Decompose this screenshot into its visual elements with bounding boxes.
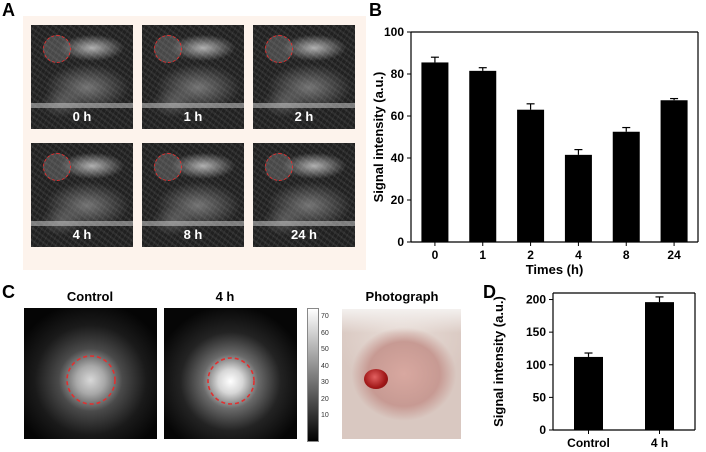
y-tick-label: 80 — [391, 67, 405, 81]
mri-tile: 24 h — [253, 143, 355, 247]
mri-bone — [142, 103, 244, 108]
mri-tile: 0 h — [31, 25, 133, 129]
y-tick-label: 200 — [526, 293, 546, 307]
x-tick-label: Control — [567, 436, 610, 450]
y-tick-label: 150 — [526, 325, 546, 339]
photograph-title: Photograph — [365, 289, 439, 304]
mri-tile: 2 h — [253, 25, 355, 129]
tumor-roi — [154, 35, 182, 63]
chart-d: 0 50 100 150 200 Control 4 h Signal intensity (… — [491, 292, 696, 450]
x-tick-label: 8 — [623, 248, 630, 262]
x-tick-label: 4 — [575, 248, 582, 262]
mri-tile: 1 h — [142, 25, 244, 129]
panel-letter-c: C — [2, 282, 15, 302]
tumor-lump — [364, 369, 388, 389]
mri-bone — [31, 103, 133, 108]
panel-letter-b: B — [369, 0, 382, 20]
t4-fluorescence-image — [164, 308, 297, 439]
tumor-roi — [43, 153, 71, 181]
mri-time-label: 8 h — [183, 227, 203, 242]
y-tick-label: 100 — [526, 358, 546, 372]
y-axis-label: Signal intensity (a.u.) — [491, 296, 506, 427]
y-tick-label: 100 — [384, 25, 404, 39]
bar — [469, 70, 497, 242]
mri-tile: 4 h — [31, 143, 133, 247]
y-axis-label: Signal intensity (a.u.) — [371, 72, 386, 203]
y-tick-label: 0 — [539, 423, 546, 437]
control-fluorescence-image — [24, 308, 157, 439]
mri-time-label: 4 h — [72, 227, 92, 242]
roi-circle — [66, 355, 116, 405]
colorbar-tick-label: 60 — [321, 329, 329, 337]
bar — [612, 131, 640, 242]
x-axis-label: Times (h) — [526, 262, 584, 277]
colorbar-tick-label: 10 — [321, 412, 329, 419]
fur-region — [342, 309, 461, 333]
tumor-roi — [43, 35, 71, 63]
x-tick-label: 2 — [527, 248, 534, 262]
colorbar-tick-label: 50 — [321, 346, 329, 353]
mri-time-label: 0 h — [72, 109, 92, 124]
x-tick-label: 4 h — [651, 436, 668, 450]
mri-time-label: 1 h — [183, 109, 203, 124]
tumor-roi — [265, 35, 293, 63]
mri-time-label: 24 h — [290, 227, 317, 242]
t4-image-title: 4 h — [215, 289, 235, 304]
x-tick-label: 1 — [479, 248, 486, 262]
bar — [421, 62, 449, 243]
colorbar-tick-label: 20 — [321, 395, 329, 403]
mri-bone — [142, 221, 244, 226]
mri-tile: 8 h — [142, 143, 244, 247]
x-tick-label: 24 — [667, 248, 681, 262]
y-tick-label: 60 — [391, 109, 405, 123]
panel-letter-a: A — [2, 0, 15, 20]
y-tick-label: 40 — [391, 151, 405, 165]
mri-bone — [253, 103, 355, 108]
x-tick-label: 0 — [432, 248, 439, 262]
panel-letter-d: D — [483, 282, 496, 302]
colorbar-tick-label: 40 — [321, 362, 329, 370]
mri-texture — [253, 143, 355, 247]
tumor-roi — [154, 153, 182, 181]
roi-circle — [207, 357, 255, 405]
bar — [574, 356, 603, 430]
mri-time-label: 2 h — [294, 109, 314, 124]
control-image-title: Control — [66, 289, 114, 304]
mouse-photograph — [342, 309, 461, 439]
bar — [517, 109, 545, 242]
tumor-roi — [265, 153, 293, 181]
bar — [645, 302, 674, 430]
colorbar-tick-label: 30 — [321, 379, 329, 386]
colorbar — [307, 308, 319, 442]
y-tick-label: 0 — [397, 235, 404, 249]
bar — [660, 100, 688, 242]
mri-bone — [31, 221, 133, 226]
colorbar-tick-label: 70 — [321, 313, 329, 320]
y-tick-label: 50 — [533, 390, 547, 404]
bar — [564, 154, 592, 242]
y-tick-label: 20 — [391, 193, 405, 207]
mri-bone — [253, 221, 355, 226]
